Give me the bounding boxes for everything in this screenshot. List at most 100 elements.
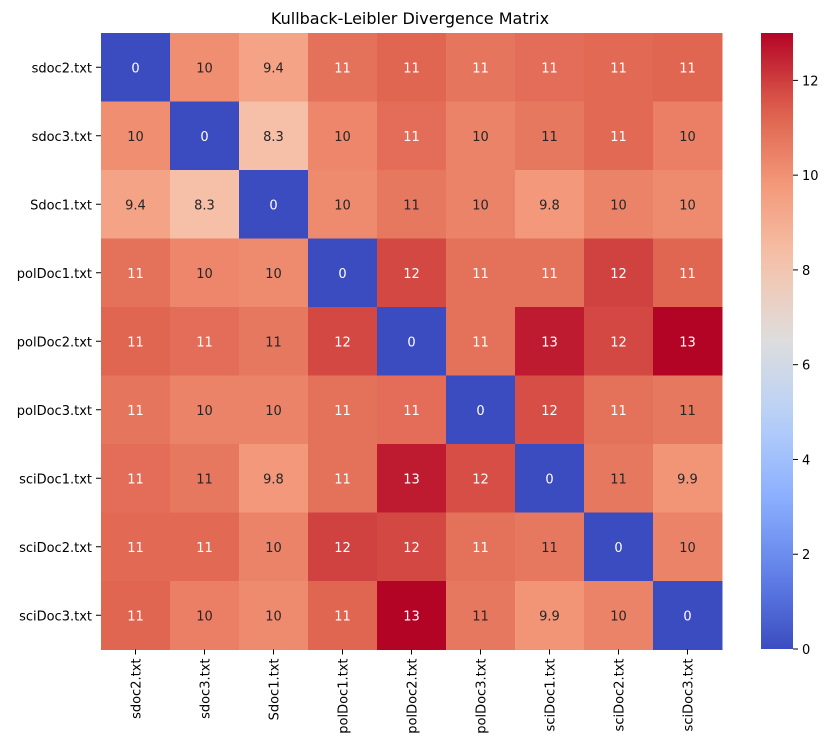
heatmap-cell [239, 581, 309, 650]
cell-value-label: 11 [679, 267, 696, 282]
colorbar-tick-label: 4 [802, 453, 810, 468]
cell-value-label: 11 [127, 472, 144, 487]
heatmap-cell [653, 512, 723, 582]
heatmap-cell [515, 512, 585, 582]
row-label: polDoc3.txt [17, 404, 92, 419]
cell-value-label: 0 [269, 198, 277, 213]
cell-value-label: 11 [334, 61, 351, 76]
cell-value-label: 10 [679, 198, 696, 213]
heatmap-cell [446, 581, 516, 650]
cell-value-label: 11 [541, 61, 558, 76]
heatmap-cell [101, 444, 171, 513]
heatmap-cell [239, 170, 309, 239]
heatmap-cell [584, 33, 654, 102]
heatmap-cell [653, 33, 723, 102]
heatmap-cell [170, 444, 240, 513]
cell-value-label: 10 [610, 198, 627, 213]
heatmap-cell [446, 238, 516, 308]
heatmap-cell [584, 307, 654, 376]
heatmap-cell [515, 307, 585, 376]
cell-value-label: 11 [403, 404, 420, 419]
cell-value-label: 11 [472, 609, 489, 624]
heatmap-cell [515, 238, 585, 308]
heatmap-cell [653, 170, 723, 239]
row-label: sdoc2.txt [32, 61, 92, 76]
cell-value-label: 11 [679, 61, 696, 76]
heatmap-cell [653, 101, 723, 171]
cell-value-label: 0 [545, 472, 553, 487]
cell-value-label: 10 [196, 61, 213, 76]
cell-value-label: 11 [196, 541, 213, 556]
cell-value-label: 11 [403, 130, 420, 145]
heatmap-cell [653, 307, 723, 376]
heatmap-cells: 0 10 9.4 11 11 11 11 11 11 10 0 8.3 10 11 10 11 11 10 9.4 8… [101, 33, 723, 650]
heatmap-cell [239, 33, 309, 102]
column-label: sciDoc1.txt [544, 659, 559, 732]
cell-value-label: 11 [541, 130, 558, 145]
colorbar [761, 33, 793, 649]
heatmap-cell [653, 444, 723, 513]
cell-value-label: 12 [403, 541, 420, 556]
heatmap-cell [101, 307, 171, 376]
heatmap-cell [101, 375, 171, 445]
heatmap-cell [239, 101, 309, 171]
heatmap-cell [377, 101, 447, 171]
heatmap-cell [377, 375, 447, 445]
cell-value-label: 0 [338, 267, 346, 282]
heatmap-cell [239, 444, 309, 513]
heatmap-cell [377, 33, 447, 102]
cell-value-label: 11 [610, 472, 627, 487]
cell-value-label: 11 [265, 335, 282, 350]
colorbar-tick-label: 0 [802, 643, 810, 658]
heatmap-cell [170, 581, 240, 650]
cell-value-label: 11 [610, 61, 627, 76]
heatmap-cell [515, 375, 585, 445]
heatmap-cell [170, 238, 240, 308]
cell-value-label: 10 [265, 404, 282, 419]
cell-value-label: 11 [541, 267, 558, 282]
cell-value-label: 11 [127, 335, 144, 350]
heatmap-cell [308, 170, 378, 239]
heatmap-cell [584, 170, 654, 239]
cell-value-label: 10 [679, 130, 696, 145]
heatmap-cell [653, 375, 723, 445]
cell-value-label: 0 [131, 61, 139, 76]
heatmap-cell [239, 307, 309, 376]
cell-value-label: 11 [610, 404, 627, 419]
cell-value-label: 12 [334, 541, 351, 556]
heatmap-cell [515, 581, 585, 650]
column-label: sdoc2.txt [130, 659, 145, 719]
cell-value-label: 11 [679, 404, 696, 419]
cell-value-label: 11 [541, 541, 558, 556]
heatmap-cell [101, 238, 171, 308]
cell-value-label: 11 [127, 541, 144, 556]
cell-value-label: 11 [196, 472, 213, 487]
heatmap-cell [170, 375, 240, 445]
heatmap-cell [170, 101, 240, 171]
cell-value-label: 11 [127, 404, 144, 419]
cell-value-label: 8.3 [263, 130, 284, 145]
colorbar-tick-label: 2 [802, 548, 810, 563]
cell-value-label: 13 [679, 335, 696, 350]
heatmap-cell [101, 581, 171, 650]
cell-value-label: 11 [334, 404, 351, 419]
column-label: polDoc3.txt [475, 659, 490, 734]
cell-value-label: 8.3 [194, 198, 215, 213]
heatmap-cell [584, 238, 654, 308]
cell-value-label: 10 [196, 267, 213, 282]
cell-value-label: 12 [541, 404, 558, 419]
cell-value-label: 0 [683, 609, 691, 624]
heatmap-cell [308, 33, 378, 102]
row-label: sdoc3.txt [32, 130, 92, 145]
cell-value-label: 10 [265, 267, 282, 282]
cell-value-label: 12 [610, 267, 627, 282]
cell-value-label: 12 [403, 267, 420, 282]
row-label: sciDoc2.txt [19, 541, 92, 556]
cell-value-label: 12 [472, 472, 489, 487]
heatmap-cell [308, 238, 378, 308]
heatmap-cell [515, 444, 585, 513]
heatmap-cell [308, 512, 378, 582]
heatmap-cell [377, 238, 447, 308]
cell-value-label: 11 [196, 335, 213, 350]
heatmap-cell [170, 307, 240, 376]
